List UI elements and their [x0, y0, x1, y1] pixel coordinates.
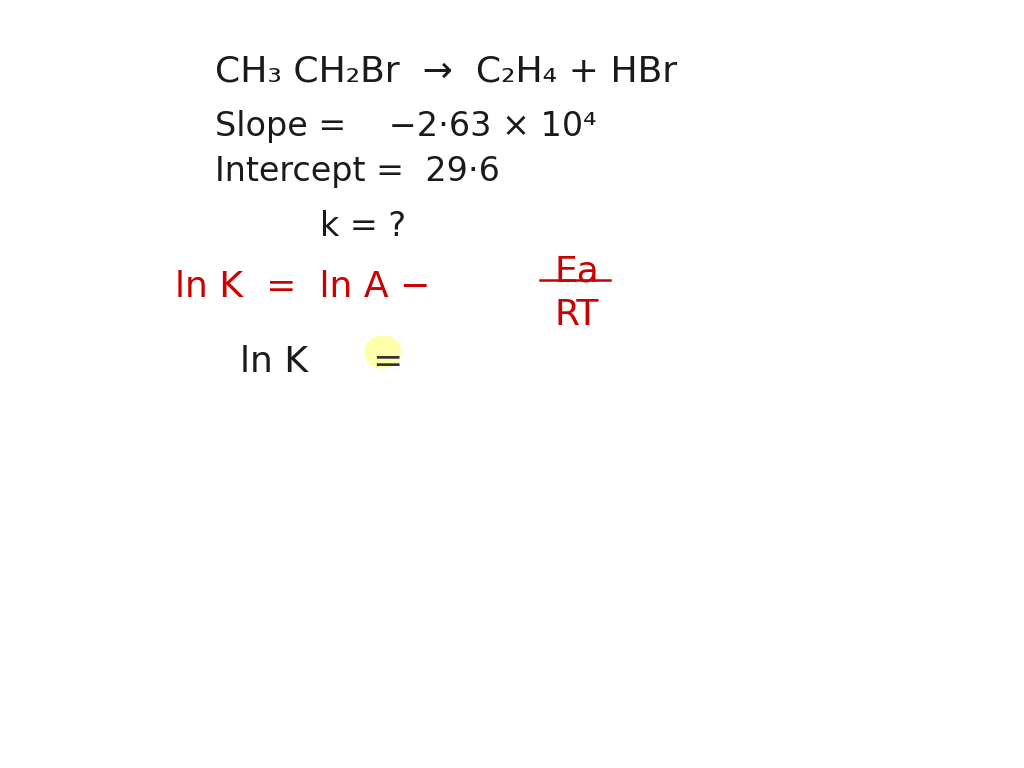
Text: Intercept =  29·6: Intercept = 29·6 — [215, 155, 500, 188]
Text: CH₃ CH₂Br  →  C₂H₄ + HBr: CH₃ CH₂Br → C₂H₄ + HBr — [215, 55, 677, 89]
Text: Ea: Ea — [555, 255, 600, 289]
Text: =: = — [372, 345, 402, 379]
Text: ln K  =  ln A −: ln K = ln A − — [175, 270, 430, 304]
Text: ln K: ln K — [240, 345, 308, 379]
Text: k = ?: k = ? — [319, 210, 407, 243]
Text: RT: RT — [555, 298, 599, 332]
Text: Slope =    −2·63 × 10⁴: Slope = −2·63 × 10⁴ — [215, 110, 597, 143]
Ellipse shape — [365, 336, 401, 368]
